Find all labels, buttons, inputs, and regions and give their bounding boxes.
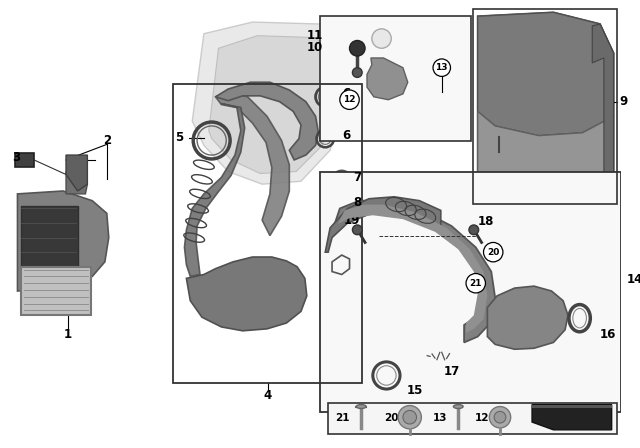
Polygon shape xyxy=(325,197,441,252)
Text: 13: 13 xyxy=(433,413,447,423)
Text: 20: 20 xyxy=(384,413,399,423)
Text: 492849: 492849 xyxy=(572,422,612,432)
Bar xyxy=(21,267,92,315)
Bar xyxy=(173,84,362,383)
Circle shape xyxy=(353,68,362,78)
Polygon shape xyxy=(66,155,88,191)
Circle shape xyxy=(490,406,511,428)
Circle shape xyxy=(494,411,506,423)
Text: 13: 13 xyxy=(435,63,448,72)
Text: 14: 14 xyxy=(626,273,640,286)
Bar xyxy=(473,9,616,203)
Text: 8: 8 xyxy=(353,196,362,209)
Circle shape xyxy=(349,40,365,56)
Text: 21: 21 xyxy=(470,279,482,288)
Bar xyxy=(21,206,77,269)
Polygon shape xyxy=(367,58,408,100)
Text: 6: 6 xyxy=(342,129,351,142)
Text: 18: 18 xyxy=(477,215,493,228)
Polygon shape xyxy=(17,191,109,291)
Polygon shape xyxy=(216,82,319,160)
Text: 1: 1 xyxy=(64,328,72,341)
Polygon shape xyxy=(532,405,612,430)
Text: 19: 19 xyxy=(343,214,360,227)
Text: 7: 7 xyxy=(353,171,362,184)
Circle shape xyxy=(483,242,503,262)
Circle shape xyxy=(403,410,417,424)
Text: 15: 15 xyxy=(406,384,423,397)
Text: 10: 10 xyxy=(307,41,323,54)
Polygon shape xyxy=(338,205,488,333)
Bar xyxy=(328,403,616,434)
Polygon shape xyxy=(477,112,614,201)
Text: 20: 20 xyxy=(487,248,499,257)
Polygon shape xyxy=(209,36,335,173)
Text: 21: 21 xyxy=(335,413,350,423)
Polygon shape xyxy=(477,13,614,136)
Text: 4: 4 xyxy=(264,389,272,402)
Text: 5: 5 xyxy=(175,131,184,144)
Text: 12: 12 xyxy=(474,413,489,423)
Polygon shape xyxy=(66,172,88,194)
Text: 17: 17 xyxy=(444,365,460,378)
Circle shape xyxy=(398,405,421,429)
Ellipse shape xyxy=(356,405,366,409)
Text: 9: 9 xyxy=(620,95,628,108)
Polygon shape xyxy=(186,257,307,331)
Text: 3: 3 xyxy=(12,151,20,164)
Text: 12: 12 xyxy=(343,95,356,104)
Text: 2: 2 xyxy=(103,134,111,147)
Text: 16: 16 xyxy=(600,328,616,341)
Polygon shape xyxy=(592,24,614,199)
Bar xyxy=(15,153,34,167)
Polygon shape xyxy=(477,13,614,201)
Polygon shape xyxy=(488,286,568,349)
Polygon shape xyxy=(192,22,345,184)
Bar xyxy=(21,267,92,315)
Text: 6: 6 xyxy=(342,87,351,100)
Circle shape xyxy=(372,29,391,48)
Polygon shape xyxy=(532,405,612,409)
Circle shape xyxy=(469,225,479,235)
Circle shape xyxy=(353,225,362,235)
Polygon shape xyxy=(335,201,495,342)
Ellipse shape xyxy=(453,405,463,409)
Circle shape xyxy=(340,90,359,109)
Bar xyxy=(321,172,621,412)
Polygon shape xyxy=(184,103,244,276)
Circle shape xyxy=(433,59,451,77)
Text: 11: 11 xyxy=(307,29,323,42)
Circle shape xyxy=(466,274,486,293)
Polygon shape xyxy=(216,92,289,236)
Bar xyxy=(321,16,471,141)
